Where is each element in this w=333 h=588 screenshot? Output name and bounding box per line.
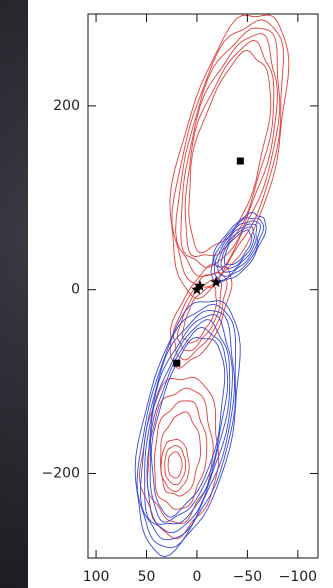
x-tick-label: 100 [83,569,110,585]
x-tick-label: 50 [138,569,156,585]
x-tick-label: 0 [192,569,201,585]
y-tick-label: 0 [71,282,80,298]
square-marker [237,158,244,165]
y-tick-label: 200 [53,98,80,114]
x-tick-label: −100 [279,569,317,585]
x-tick-label: −50 [233,569,263,585]
square-marker [173,360,180,367]
page: {"chart_data": {"type": "contour", "xlim… [0,0,333,588]
y-tick-label: −200 [42,465,80,481]
chart: 100 50 0 −50 −100 200 0 −200 [0,0,333,588]
